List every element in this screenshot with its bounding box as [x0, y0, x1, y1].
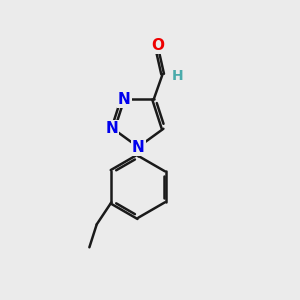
Text: N: N [118, 92, 130, 106]
Text: N: N [105, 121, 118, 136]
Text: H: H [172, 69, 184, 82]
Text: N: N [132, 140, 145, 154]
Text: O: O [151, 38, 164, 53]
